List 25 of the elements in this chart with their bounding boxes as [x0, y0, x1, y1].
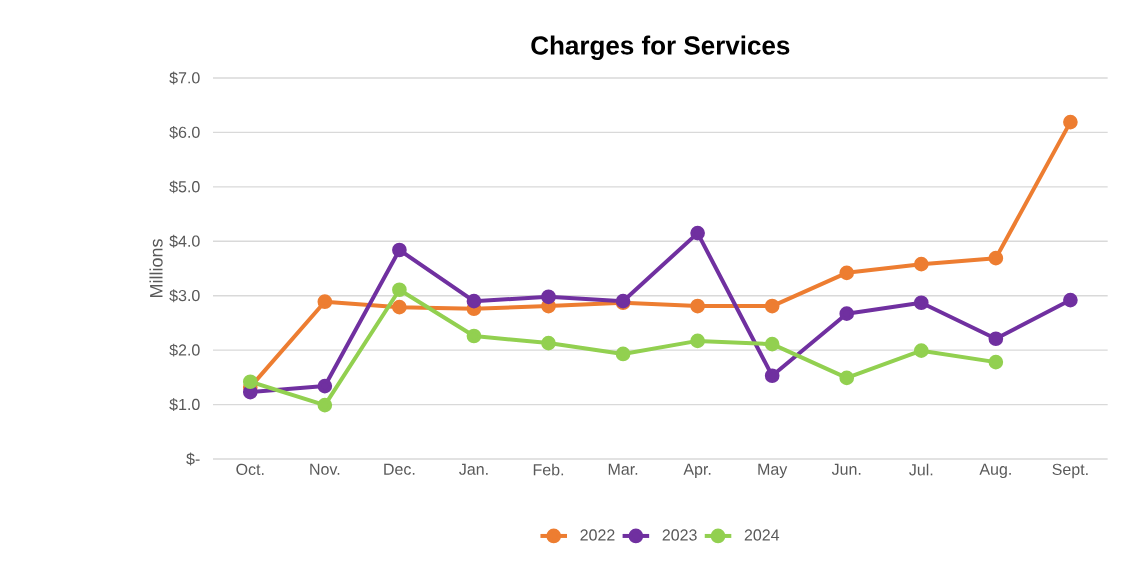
y-tick-label: $1.0 [169, 398, 200, 412]
y-tick-label: $5.0 [169, 180, 200, 194]
x-tick-label: Nov. [310, 463, 340, 475]
x-tick-label: Oct. [236, 463, 264, 476]
x-tick-label: Aug. [979, 463, 1011, 479]
legend-label: 2023 [662, 529, 697, 541]
y-tick-label: $2.0 [169, 343, 200, 357]
x-tick-label: Mar. [608, 463, 638, 475]
x-tick-label: May [758, 463, 788, 479]
y-tick-label: $- [186, 452, 200, 466]
x-tick-label: Jan. [459, 463, 488, 475]
x-tick-label: Jul. [909, 463, 933, 476]
x-tick-label: Sept. [1052, 463, 1088, 479]
x-tick-label: Dec. [384, 463, 415, 475]
legend-label: 2024 [744, 529, 780, 541]
y-tick-label: $4.0 [169, 234, 200, 248]
y-axis-title: Millions [149, 239, 163, 298]
y-tick-label: $3.0 [169, 289, 200, 303]
y-tick-label: $6.0 [169, 125, 200, 139]
y-tick-label: $7.0 [169, 71, 200, 85]
legend-label: 2022 [580, 529, 615, 541]
chart-title: Charges for Services [531, 35, 790, 60]
x-tick-label: Feb. [533, 463, 564, 476]
x-tick-label: Apr. [683, 463, 711, 479]
x-tick-label: Jun. [831, 463, 861, 475]
